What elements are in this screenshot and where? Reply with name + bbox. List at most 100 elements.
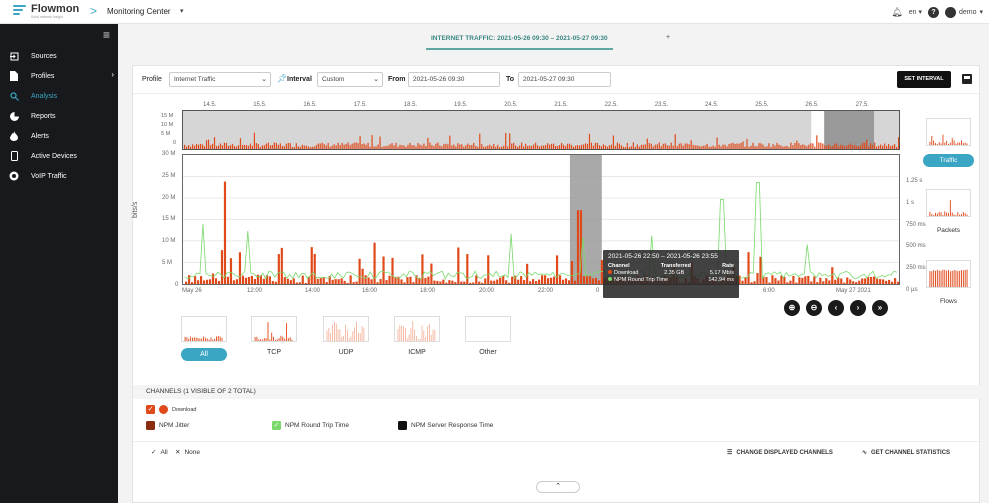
thumbnail-bar [935, 143, 936, 145]
download-bar [484, 278, 487, 284]
download-bar [355, 281, 358, 284]
user-avatar-icon [944, 6, 956, 18]
sidebar-item-label: VoIP Traffic [31, 172, 67, 180]
protocol-udp-button[interactable]: UDP [338, 349, 354, 356]
overview-bar [443, 144, 445, 149]
checkbox-checked-icon[interactable]: ✓ [272, 421, 281, 430]
overview-bar [852, 145, 854, 149]
from-input[interactable]: 2021-05-26 09:30 [408, 72, 500, 87]
traffic-mode-button[interactable]: Traffic [923, 154, 974, 167]
channel-npm-jitter[interactable]: NPM Jitter [146, 421, 189, 430]
prev-interval-button[interactable]: ‹ [828, 300, 844, 316]
download-bar [271, 281, 274, 284]
interval-select[interactable]: Custom ⌄ [317, 72, 383, 87]
thumbnail-bar [326, 330, 328, 341]
select-none-button[interactable]: ✕ None [175, 448, 200, 457]
overview-bar [668, 145, 670, 149]
sidebar-item-voip-traffic[interactable]: VoIP Traffic [0, 167, 118, 185]
flows-thumbnail[interactable] [926, 260, 971, 288]
overview-bar [369, 146, 371, 149]
sidebar-item-active-devices[interactable]: Active Devices [0, 147, 118, 165]
channel-download-row[interactable]: ✓ Download [146, 405, 196, 414]
thumbnail-bar [337, 329, 339, 341]
download-bar [382, 256, 385, 284]
download-bar [487, 255, 490, 284]
thumbnail-bar [208, 339, 210, 341]
zoom-out-button[interactable]: ⊖ [806, 300, 822, 316]
overview-bar [870, 143, 872, 149]
chevron-right-icon: › [856, 303, 860, 312]
overview-bar [401, 145, 403, 149]
protocol-tcp-button[interactable]: TCP [267, 349, 281, 356]
protocol-icmp-thumbnail[interactable] [394, 316, 440, 342]
profile-select[interactable]: Internet Traffic ⌄ [169, 72, 271, 87]
sidebar-item-reports[interactable]: Reports [0, 107, 118, 125]
overview-bar [283, 146, 285, 149]
checkbox-checked-icon[interactable]: ✓ [146, 405, 155, 414]
overview-chart[interactable] [182, 110, 900, 150]
collapse-button[interactable]: ⌃ [536, 481, 580, 493]
language-select[interactable]: en ▾ [908, 9, 922, 16]
channel-statistics-button[interactable]: ∿ GET CHANNEL STATISTICS [862, 449, 951, 457]
tab-internet-traffic[interactable]: INTERNET TRAFFIC: 2021-05-26 09:30 – 202… [426, 31, 613, 50]
download-bar [873, 276, 876, 284]
sidebar-item-label: Profiles [31, 72, 55, 80]
channel-npm-rtt[interactable]: ✓ NPM Round Trip Time [272, 421, 349, 430]
help-icon[interactable]: ? [927, 6, 939, 18]
overview-bar [373, 146, 375, 149]
latest-interval-button[interactable]: » [872, 300, 888, 316]
hamburger-menu-icon[interactable]: ≡ [102, 28, 110, 42]
protocol-icmp-button[interactable]: ICMP [408, 349, 426, 356]
overview-bar [225, 142, 228, 149]
overview-bar [349, 145, 351, 149]
overview-bar [634, 146, 636, 149]
sidebar-item-alerts[interactable]: Alerts [0, 127, 118, 145]
next-interval-button[interactable]: › [850, 300, 866, 316]
select-all-button[interactable]: ✓ All [151, 448, 168, 457]
overview-bar [860, 145, 862, 149]
overview-bar [363, 143, 365, 149]
download-bar [424, 277, 427, 284]
main-traffic-chart[interactable] [182, 154, 900, 285]
notification-bell-icon[interactable]: 🔔︎ [891, 6, 903, 17]
sidebar-item-analysis[interactable]: Analysis [0, 87, 118, 105]
breadcrumb-title[interactable]: Monitoring Center [107, 7, 171, 16]
sidebar-item-sources[interactable]: Sources [0, 47, 118, 65]
thumbnail-bar [962, 270, 964, 287]
pin-icon[interactable]: 📌︎ [277, 74, 288, 83]
change-channels-button[interactable]: ☰ CHANGE DISPLAYED CHANNELS [727, 449, 833, 457]
download-bar [828, 280, 831, 284]
protocol-all-button[interactable]: All [181, 348, 227, 361]
packets-mode-button[interactable]: Packets [936, 227, 961, 234]
overview-bar [399, 144, 401, 149]
traffic-thumbnail[interactable] [926, 118, 971, 146]
thumbnail-bar [940, 271, 942, 287]
download-bar [265, 275, 268, 284]
overview-bar [650, 143, 652, 149]
protocol-other-button[interactable]: Other [479, 349, 497, 356]
export-icon[interactable] [961, 73, 973, 85]
zoom-in-button[interactable]: ⊕ [784, 300, 800, 316]
user-menu[interactable]: demo ▾ [944, 6, 983, 18]
overview-bar [321, 142, 323, 149]
overview-date-label: 27.5. [855, 102, 869, 108]
protocol-tcp-thumbnail[interactable] [251, 316, 297, 342]
add-tab-button[interactable]: + [666, 34, 671, 41]
caret-down-icon[interactable]: ▾ [180, 8, 184, 15]
channel-npm-srt[interactable]: NPM Server Response Time [398, 421, 493, 430]
flows-mode-button[interactable]: Flows [940, 298, 957, 305]
set-interval-button[interactable]: SET INTERVAL [897, 71, 951, 88]
protocol-other-thumbnail[interactable] [465, 316, 511, 342]
overview-bar [451, 145, 453, 149]
download-bar [792, 275, 795, 284]
flowmon-logo[interactable]: Flowmon Solid network insight [13, 3, 81, 20]
packets-thumbnail[interactable] [926, 189, 971, 217]
overview-bar [600, 146, 603, 149]
to-input[interactable]: 2021-05-27 09:30 [518, 72, 611, 87]
sidebar-item-profiles[interactable]: Profiles › [0, 67, 118, 85]
overview-bar [367, 142, 369, 149]
protocol-udp-thumbnail[interactable] [323, 316, 369, 342]
protocol-all-thumbnail[interactable] [181, 316, 227, 342]
thumbnail-bar [339, 329, 341, 341]
overview-bar [776, 142, 778, 149]
